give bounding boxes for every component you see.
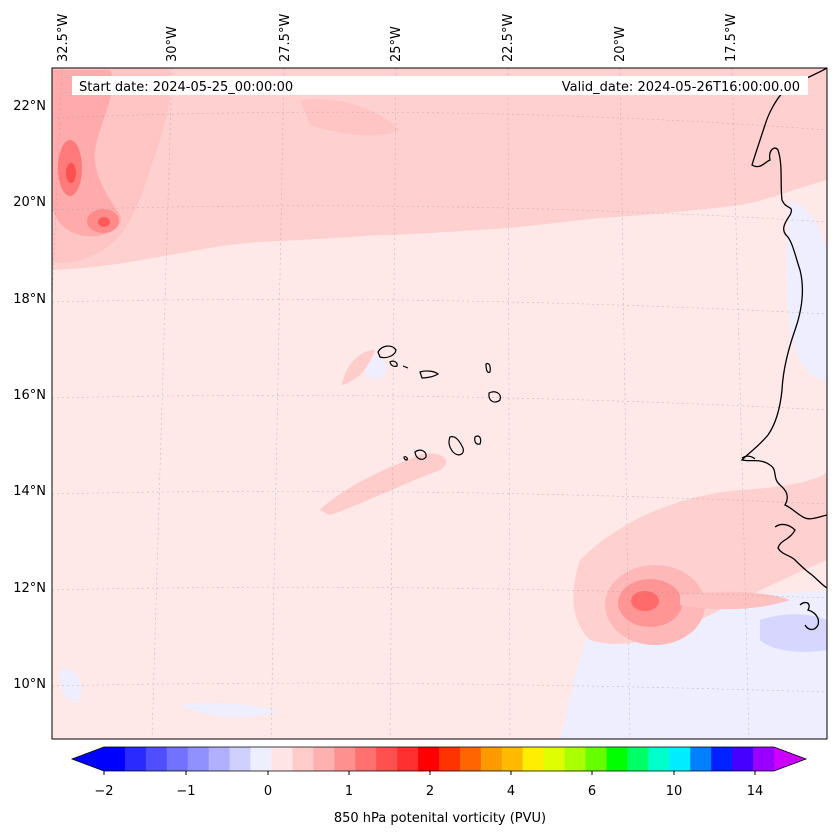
valid-date-label: Valid_date: 2024-05-26T16:00:00.00 [562, 80, 800, 95]
colorbar-tick-label: −2 [94, 784, 113, 799]
colorbar-segment [208, 747, 231, 771]
colorbar-segment [145, 747, 168, 771]
colorbar-tick-label: 2 [426, 784, 434, 799]
island-santo-antao [377, 345, 397, 359]
colorbar-tick-label: −1 [176, 784, 195, 799]
colorbar-segment [271, 747, 293, 771]
lat-label: 12°N [13, 581, 46, 596]
start-date-label: Start date: 2024-05-25_00:00:00 [79, 80, 293, 95]
colorbar-segment [334, 747, 356, 771]
lon-label: 32.5°W [56, 14, 71, 62]
colorbar-tick-label: 10 [666, 784, 683, 799]
colorbar-segment [648, 747, 670, 771]
colorbar-segment [480, 747, 503, 771]
colorbar-segment [732, 747, 754, 771]
colorbar-segment [606, 747, 628, 771]
pv-filament-central [320, 453, 447, 515]
colorbar [70, 746, 808, 775]
lat-label: 18°N [13, 292, 46, 307]
colorbar-segment [522, 747, 545, 771]
colorbar-tick-label: 0 [264, 784, 272, 799]
colorbar-segment [711, 747, 733, 771]
lon-label: 27.5°W [278, 14, 293, 62]
colorbar-segment [250, 747, 272, 771]
colorbar-segment [376, 747, 398, 771]
lon-label: 20°W [613, 26, 628, 62]
colorbar-extend-max [774, 747, 806, 771]
colorbar-segment [753, 747, 775, 771]
lon-label: 22.5°W [501, 14, 516, 62]
colorbar-tick-label: 6 [588, 784, 596, 799]
map-panel [52, 68, 827, 739]
colorbar-segment [397, 747, 419, 771]
pv-negative-south [180, 702, 280, 718]
lat-label: 22°N [13, 99, 46, 114]
latitude-labels: 22°N 20°N 18°N 16°N 14°N 12°N 10°N [13, 99, 46, 692]
lat-label: 14°N [13, 484, 46, 499]
lon-label: 30°W [165, 26, 180, 62]
colorbar-segment [124, 747, 147, 771]
cape-verde-islands [377, 345, 501, 461]
lon-label: 17.5°W [724, 14, 739, 62]
island-santiago [448, 436, 464, 456]
colorbar-segment [669, 747, 691, 771]
colorbar-segment [564, 747, 587, 771]
pv-filament-southeast [680, 591, 790, 610]
island-sao-vicente [389, 360, 398, 367]
pv-filament-central-2 [342, 350, 375, 385]
colorbar-tick-label: 14 [747, 784, 764, 799]
colorbar-segment [418, 747, 440, 771]
pv-max-southeast-core [631, 591, 659, 611]
colorbar-segment [439, 747, 461, 771]
colorbar-ticks: −2 −1 0 1 2 4 6 10 14 [94, 784, 763, 799]
colorbar-segment [501, 747, 524, 771]
island-maio [474, 435, 482, 445]
colorbar-tick-label: 4 [507, 784, 515, 799]
graticule [52, 68, 827, 739]
african-coastline [740, 68, 827, 631]
colorbar-segment [187, 747, 210, 771]
colorbar-segment [585, 747, 607, 771]
colorbar-segment [459, 747, 482, 771]
island-santa-luzia [402, 365, 409, 369]
pv-max-northwest-2-core [98, 217, 110, 227]
colorbar-title: 850 hPa potenital vorticity (PVU) [334, 811, 546, 826]
pv-max-northwest-1-core [66, 163, 76, 183]
lat-label: 16°N [13, 388, 46, 403]
colorbar-segment [690, 747, 712, 771]
colorbar-segment [104, 747, 126, 771]
pv-negative-southwest [59, 669, 82, 702]
colorbar-segment [292, 747, 314, 771]
colorbar-tick-label: 1 [345, 784, 353, 799]
pv-negative-southeast-2 [760, 614, 827, 652]
colorbar-segment [229, 747, 252, 771]
date-banner [72, 76, 808, 95]
lat-label: 10°N [13, 677, 46, 692]
map-frame [51, 67, 828, 740]
island-boa-vista [488, 391, 501, 403]
island-fogo [414, 449, 427, 460]
colorbar-segment [355, 747, 377, 771]
colorbar-segment [543, 747, 566, 771]
island-brava [403, 456, 408, 461]
island-sao-nicolau [419, 370, 440, 379]
colorbar-extend-min [72, 747, 104, 771]
pv-patch-north-small [300, 99, 400, 136]
colorbar-segment [627, 747, 649, 771]
colorbar-segment [313, 747, 335, 771]
pv-negative-east [786, 200, 827, 380]
lon-label: 25°W [389, 26, 404, 62]
lat-label: 20°N [13, 195, 46, 210]
longitude-labels: 32.5°W 30°W 27.5°W 25°W 22.5°W 20°W 17.5… [56, 14, 739, 62]
colorbar-segment [166, 747, 189, 771]
island-sal [485, 362, 491, 374]
coastline-cape-verde-peninsula [741, 455, 756, 460]
